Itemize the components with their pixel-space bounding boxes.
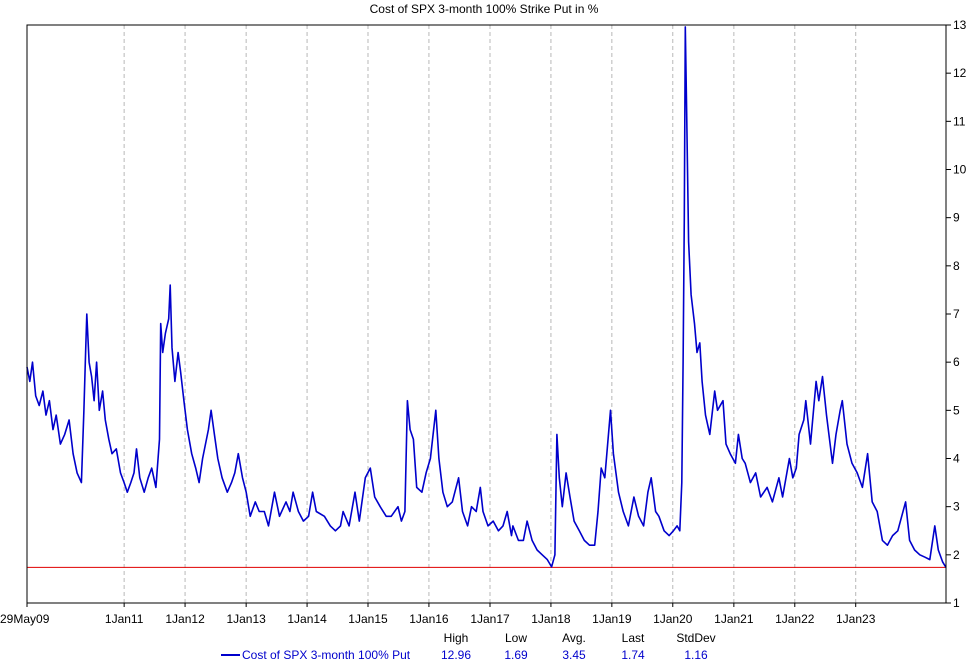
y-tick-label: 10 [953, 163, 967, 177]
x-tick-label: 1Jan23 [836, 612, 876, 626]
series-group [26, 26, 947, 568]
x-tick-label: 1Jan21 [714, 612, 754, 626]
stat-header: Last [622, 631, 645, 645]
chart-title: Cost of SPX 3-month 100% Strike Put in % [370, 2, 599, 16]
stat-value: 12.96 [441, 648, 471, 662]
x-tick-label: 29May09 [0, 612, 50, 626]
x-tick-label: 1Jan14 [287, 612, 327, 626]
y-tick-label: 7 [953, 307, 960, 321]
y-tick-label: 4 [953, 452, 960, 466]
stat-value: 3.45 [562, 648, 586, 662]
x-tick-label: 1Jan22 [775, 612, 815, 626]
y-tick-label: 1 [953, 596, 960, 610]
y-tick-label: 6 [953, 355, 960, 369]
x-tick-label: 1Jan15 [348, 612, 388, 626]
x-axis: 29May09 1Jan11 1Jan12 1Jan13 1Jan14 1Jan15 1Ja… [0, 603, 876, 626]
y-tick-label: 8 [953, 259, 960, 273]
gridlines [123, 25, 857, 603]
x-tick-label: 1Jan13 [226, 612, 266, 626]
y-tick-label: 3 [953, 500, 960, 514]
stats-table: High 12.96 Low 1.69 Avg. 3.45 Last 1.74 StdDev 1.… [441, 631, 716, 662]
x-tick-label: 1Jan20 [653, 612, 693, 626]
y-tick-label: 11 [953, 114, 966, 128]
stat-header: High [444, 631, 469, 645]
x-tick-label: 1Jan12 [165, 612, 205, 626]
plot-frame [26, 24, 947, 604]
stat-header: Low [505, 631, 527, 645]
x-tick-label: 1Jan18 [531, 612, 571, 626]
y-tick-label: 9 [953, 211, 960, 225]
stat-value: 1.69 [504, 648, 528, 662]
x-tick-label: 1Jan19 [592, 612, 632, 626]
legend-label: Cost of SPX 3-month 100% Put [242, 648, 411, 662]
x-tick-label: 1Jan16 [409, 612, 449, 626]
y-tick-label: 13 [953, 18, 967, 32]
y-tick-label: 2 [953, 548, 960, 562]
x-tick-label: 1Jan17 [470, 612, 510, 626]
legend: Cost of SPX 3-month 100% Put [221, 648, 411, 662]
stat-header: StdDev [676, 631, 715, 645]
y-tick-label: 12 [953, 66, 967, 80]
stat-value: 1.74 [621, 648, 645, 662]
x-tick-label: 1Jan11 [105, 612, 144, 626]
series-line [26, 26, 947, 568]
y-tick-label: 5 [953, 403, 960, 417]
stat-header: Avg. [562, 631, 586, 645]
stat-value: 1.16 [684, 648, 708, 662]
